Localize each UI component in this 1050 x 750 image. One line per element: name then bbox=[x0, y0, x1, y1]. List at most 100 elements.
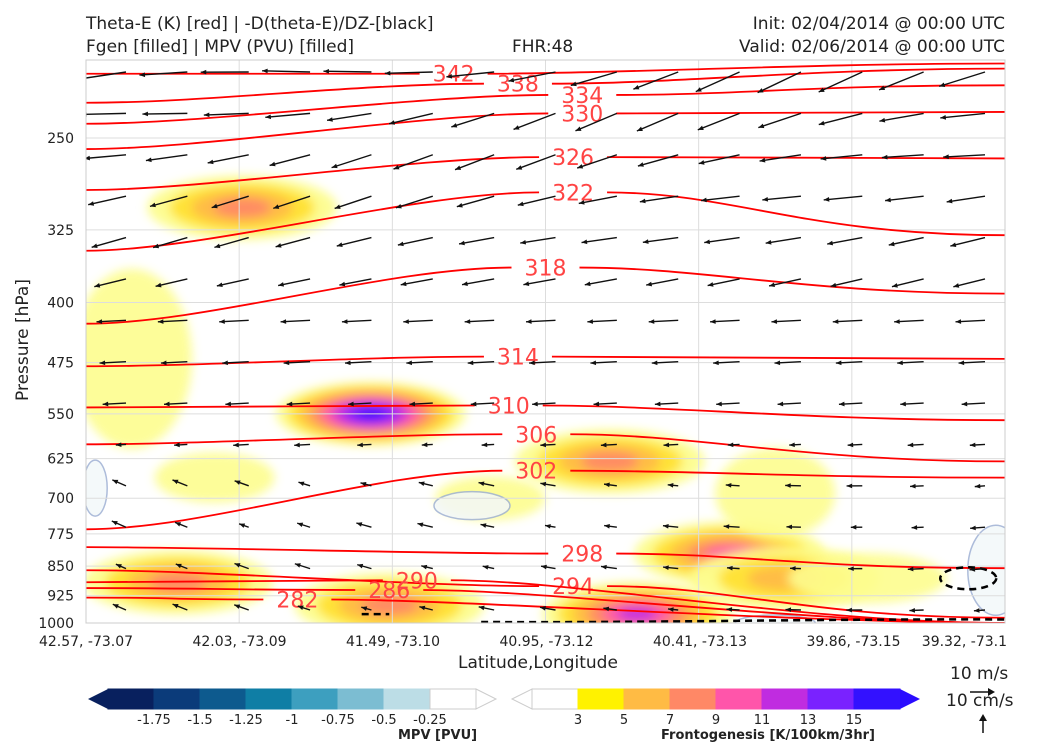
wind-vector bbox=[516, 154, 556, 170]
wind-vector bbox=[878, 71, 924, 91]
wind-vector bbox=[881, 154, 924, 159]
wind-vector-head bbox=[446, 73, 453, 79]
wind-vector-head bbox=[172, 479, 179, 485]
wind-vector bbox=[575, 112, 618, 132]
wind-vector-head bbox=[818, 120, 825, 126]
wind-vector bbox=[145, 154, 188, 162]
wind-vector-head bbox=[765, 239, 772, 245]
wind-vector-head bbox=[762, 197, 769, 202]
mpv-colorbar-tick: -1.25 bbox=[229, 713, 263, 728]
wind-vector bbox=[636, 112, 679, 132]
wind-vector-head bbox=[149, 202, 156, 208]
wind-vector-head bbox=[478, 481, 485, 487]
wind-vector bbox=[214, 236, 249, 249]
fgen-blob bbox=[294, 573, 485, 623]
wind-vector bbox=[152, 236, 188, 249]
wind-vector-head bbox=[758, 123, 765, 129]
wind-vector-head bbox=[526, 319, 532, 324]
wind-vector-head bbox=[950, 242, 957, 248]
wind-vector-head bbox=[262, 68, 268, 74]
wind-vector-head bbox=[275, 243, 282, 248]
wind-vector-head bbox=[517, 201, 524, 207]
axes: 250 325 400 475 550 625 700 775 850 925 1000 42.57,… bbox=[38, 59, 1007, 650]
wind-vector bbox=[520, 236, 556, 244]
mpv-region bbox=[433, 490, 511, 521]
wind-vector-head bbox=[280, 319, 287, 324]
x-tick-label: 39.86, -73.15 bbox=[806, 634, 900, 650]
fgen-colorbar-arrow bbox=[900, 689, 920, 709]
wind-vector bbox=[336, 236, 372, 247]
x-tick-label: 39.32, -73.1 bbox=[922, 634, 1007, 650]
x-tick-label: 40.95, -73.12 bbox=[499, 634, 593, 650]
mpv-colorbar-segment bbox=[291, 688, 339, 710]
wind-vector bbox=[265, 112, 311, 118]
wind-vector-head bbox=[785, 483, 791, 488]
wind-vector-head bbox=[207, 159, 214, 165]
wind-vector-head bbox=[462, 281, 468, 286]
wind-vector bbox=[642, 236, 679, 244]
plot-frame bbox=[85, 59, 1006, 624]
wind-vector bbox=[698, 154, 740, 165]
wind-vector-head bbox=[239, 523, 246, 528]
wind-vector-head bbox=[96, 319, 103, 324]
mpv-colorbar-tick: -0.75 bbox=[321, 713, 355, 728]
wind-vector-head bbox=[838, 401, 845, 407]
wind-vector-head bbox=[879, 117, 886, 123]
wind-vector-head bbox=[172, 603, 179, 609]
wind-vector-head bbox=[818, 87, 825, 93]
theta-e-line bbox=[86, 84, 1005, 125]
wind-vector bbox=[207, 154, 249, 164]
fgen-colorbar-segment bbox=[577, 688, 625, 710]
wind-vector-head bbox=[297, 605, 304, 610]
wind-vector bbox=[446, 71, 495, 78]
reference-vector-horizontal-head bbox=[988, 688, 995, 696]
wind-vector-head bbox=[520, 239, 527, 245]
wind-vector-head bbox=[175, 522, 182, 527]
wind-vector-head bbox=[91, 243, 98, 249]
wind-vector-head bbox=[384, 70, 391, 76]
mpv-colorbar-segment bbox=[153, 688, 201, 710]
fgen-colorbar-tick: 15 bbox=[846, 713, 863, 728]
wind-vector-head bbox=[601, 564, 607, 570]
mpv-colorbar-segment bbox=[337, 688, 385, 710]
mpv-colorbar-arrow bbox=[475, 688, 498, 710]
colorbars: -1.75 -1.5 -1.25 -1 -0.75 -0.5 -0.25 3 5 7 9 11 13 15 bbox=[88, 688, 995, 733]
reference-vector-vertical-head bbox=[979, 714, 987, 721]
wind-vector-head bbox=[115, 442, 122, 448]
y-tick-label: 250 bbox=[47, 131, 74, 147]
wind-vector-head bbox=[909, 608, 916, 613]
wind-vector-head bbox=[86, 155, 91, 161]
wind-vector-head bbox=[823, 197, 830, 202]
wind-vector bbox=[326, 112, 372, 122]
mpv-colorbar-segment bbox=[199, 688, 247, 710]
theta-e-label: 314 bbox=[497, 346, 539, 371]
fgen-blob bbox=[514, 429, 705, 494]
x-tick-label: 41.49, -73.10 bbox=[346, 634, 440, 650]
grid-lines bbox=[86, 60, 1005, 623]
mpv-colorbar-tick: -0.25 bbox=[413, 713, 447, 728]
wind-vector-head bbox=[219, 319, 225, 324]
wind-vector bbox=[823, 195, 863, 201]
y-tick-label: 400 bbox=[47, 295, 74, 311]
wind-vector bbox=[938, 71, 986, 88]
wind-vector-head bbox=[600, 442, 607, 448]
mpv-colorbar-segment bbox=[107, 688, 155, 710]
theta-e-line bbox=[86, 469, 1005, 531]
wind-vector bbox=[950, 236, 986, 247]
y-tick-label: 325 bbox=[47, 223, 74, 239]
wind-vector-head bbox=[636, 126, 643, 131]
wind-vector-head bbox=[160, 360, 167, 366]
forecast-hour: FHR:48 bbox=[512, 37, 574, 57]
wind-vector-head bbox=[532, 401, 538, 407]
wind-vector-head bbox=[570, 81, 577, 87]
wind-vector-head bbox=[409, 401, 416, 407]
theta-e-label: 302 bbox=[515, 460, 557, 485]
wind-vector-head bbox=[974, 483, 981, 489]
wind-vector bbox=[142, 112, 188, 115]
wind-vector-head bbox=[642, 239, 649, 244]
wind-vector-head bbox=[584, 281, 591, 287]
theta-e-label: 282 bbox=[276, 588, 318, 613]
theta-e-line bbox=[86, 111, 1005, 150]
wind-vector-head bbox=[695, 87, 702, 92]
theta-e-label: 322 bbox=[552, 181, 594, 206]
